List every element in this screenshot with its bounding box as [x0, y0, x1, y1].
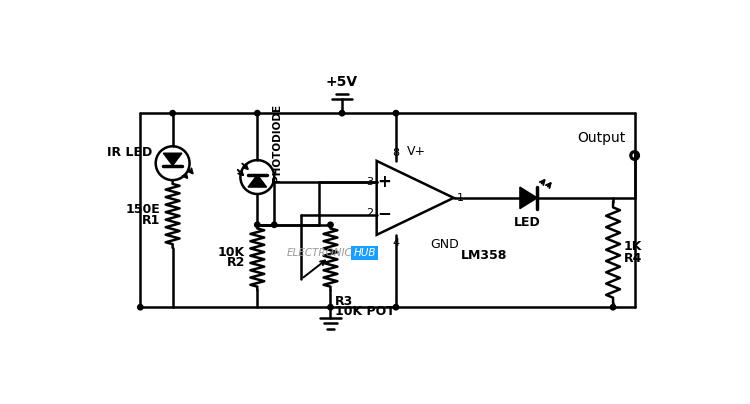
Text: 1: 1: [457, 193, 464, 203]
Circle shape: [610, 305, 616, 310]
Polygon shape: [164, 153, 182, 166]
Text: 2: 2: [367, 208, 374, 218]
Text: R1: R1: [142, 214, 160, 227]
Circle shape: [339, 110, 345, 116]
Text: +: +: [377, 173, 392, 191]
Text: Output: Output: [578, 131, 626, 145]
Text: HUB: HUB: [353, 248, 376, 258]
Text: R2: R2: [226, 257, 245, 269]
Text: 150E: 150E: [125, 203, 160, 216]
Circle shape: [272, 222, 277, 227]
Text: 10K: 10K: [218, 246, 245, 259]
Text: −: −: [377, 204, 392, 222]
Text: 1K: 1K: [624, 240, 642, 253]
Text: 10K POT: 10K POT: [335, 305, 395, 318]
Text: R4: R4: [624, 252, 642, 265]
Text: GND: GND: [430, 238, 459, 251]
Text: LED: LED: [514, 216, 541, 229]
Circle shape: [255, 222, 260, 227]
Text: V+: V+: [406, 145, 426, 158]
Text: +5V: +5V: [326, 74, 358, 88]
Text: 4: 4: [392, 238, 400, 248]
Circle shape: [393, 305, 398, 310]
Text: IR LED: IR LED: [106, 146, 152, 159]
Circle shape: [328, 222, 333, 227]
Text: LM358: LM358: [461, 249, 508, 262]
Circle shape: [137, 305, 143, 310]
Circle shape: [393, 110, 398, 116]
Text: PHOTODIODE: PHOTODIODE: [272, 104, 282, 182]
Text: 8: 8: [392, 148, 400, 158]
Circle shape: [170, 110, 176, 116]
Polygon shape: [520, 187, 537, 208]
Text: ELECTRONICS: ELECTRONICS: [286, 248, 359, 258]
Text: 3: 3: [367, 177, 374, 187]
Text: R3: R3: [335, 295, 353, 307]
Circle shape: [255, 110, 260, 116]
Circle shape: [328, 305, 333, 310]
Polygon shape: [248, 175, 266, 187]
